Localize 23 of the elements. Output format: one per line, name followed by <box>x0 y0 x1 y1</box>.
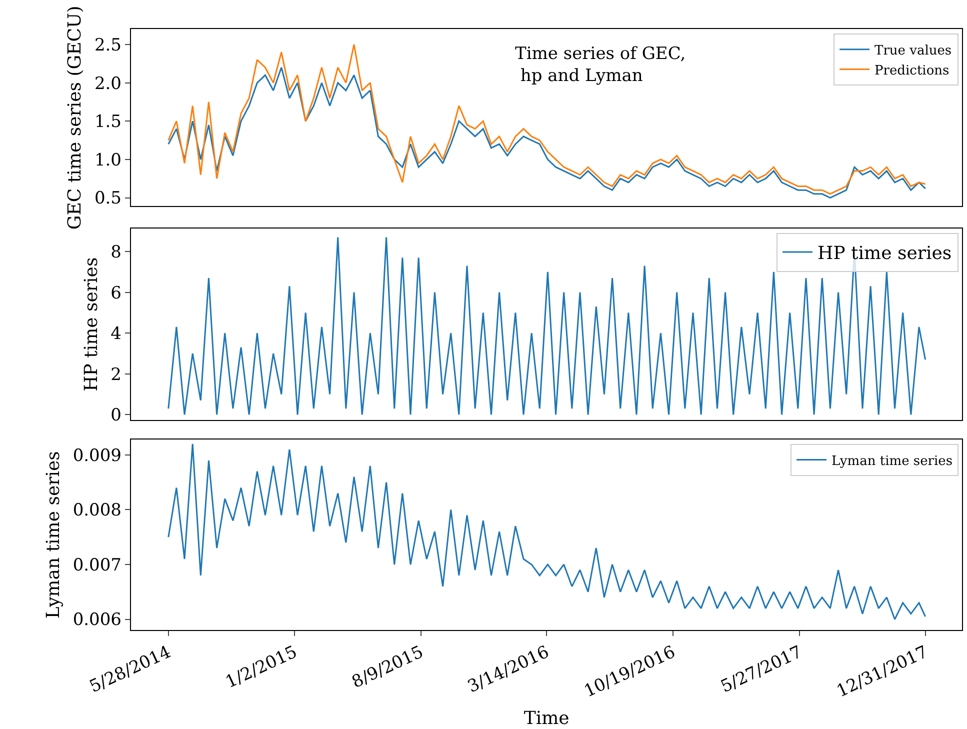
legend-label: True values <box>874 43 952 58</box>
y-tick-label: 2.0 <box>94 74 122 94</box>
y-tick-label: 0.007 <box>72 555 122 576</box>
text: Time series of GEC, hp and Lyman <box>515 44 686 86</box>
y-tick-label: 0.009 <box>72 446 122 466</box>
y-tick-label: 1.5 <box>94 112 122 132</box>
y-axis-title: Lyman time series <box>43 451 64 619</box>
x-axis-title: Time <box>524 708 570 729</box>
y-tick-label: 6 <box>110 283 122 304</box>
y-axis-title: GEC time series (GECU) <box>64 6 86 230</box>
legend-label: Predictions <box>874 63 950 78</box>
legend-label: HP time series <box>818 243 952 264</box>
y-tick-label: 2.5 <box>94 35 122 56</box>
y-axis-title: HP time series <box>80 257 102 392</box>
y-tick-label: 4 <box>110 324 122 344</box>
y-tick-label: 2 <box>110 364 122 385</box>
y-tick-label: 1.0 <box>94 150 122 170</box>
y-tick-label: 0.006 <box>72 610 122 630</box>
y-tick-label: 8 <box>110 242 122 263</box>
y-tick-label: 0.5 <box>94 188 122 209</box>
legend-label: Lyman time series <box>832 454 952 469</box>
y-tick-label: 0 <box>110 406 122 426</box>
y-tick-label: 0.008 <box>72 500 122 521</box>
